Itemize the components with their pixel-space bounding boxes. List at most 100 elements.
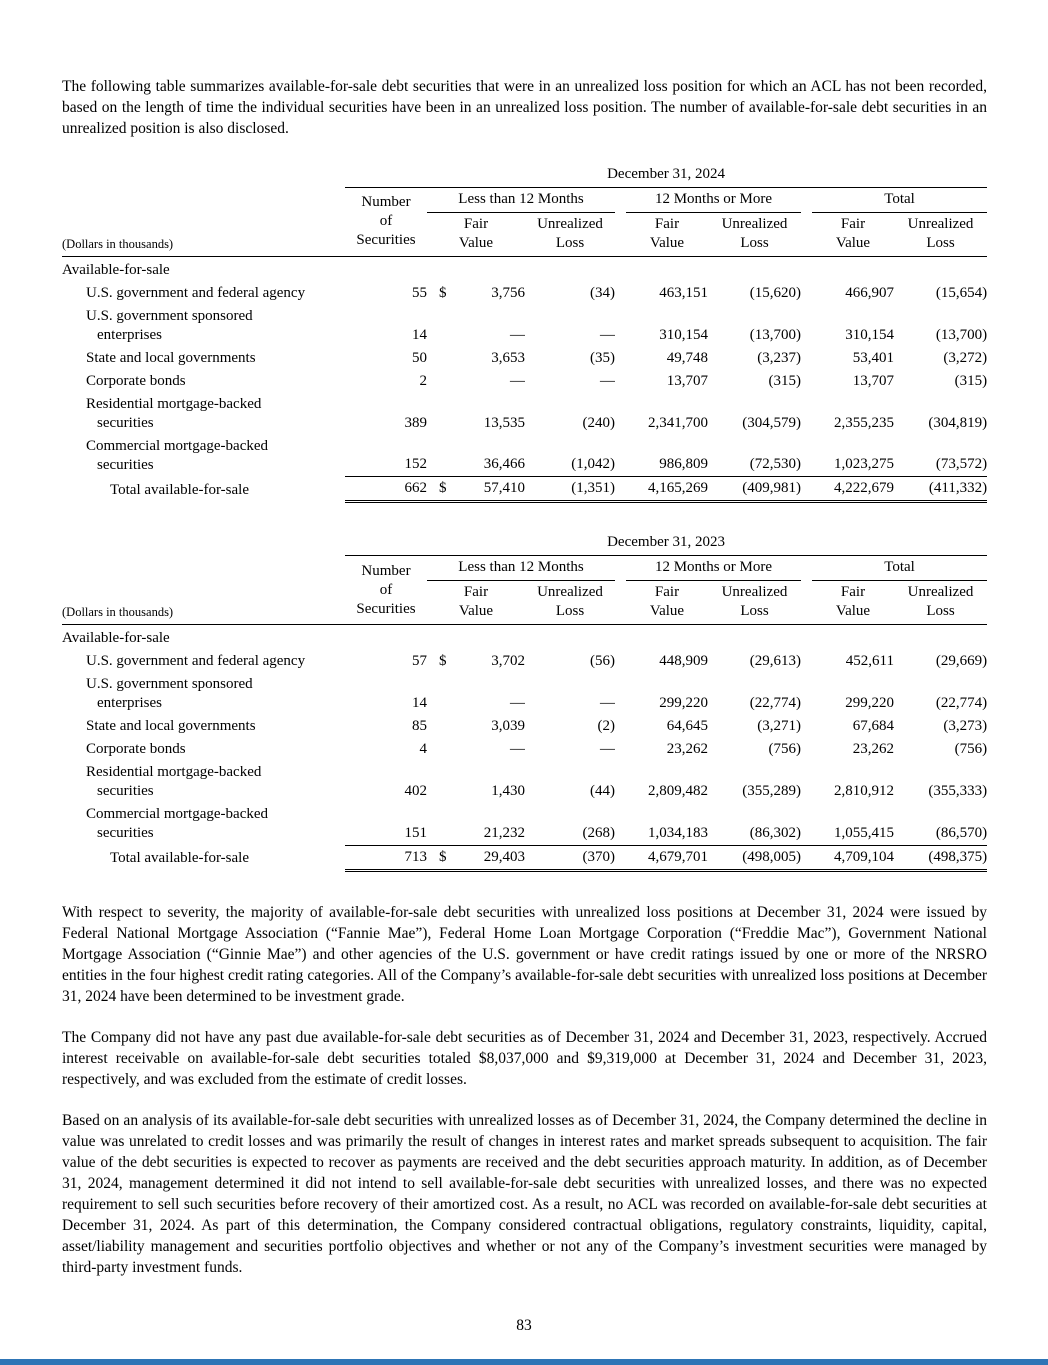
- row-us-government-federal-agency: U.S. government and federal agency 57 $ …: [62, 650, 987, 673]
- cell-unrealized-loss-less: (370): [525, 845, 615, 872]
- total-row: Total available-for-sale 662 $ 57,410 (1…: [62, 476, 988, 503]
- total-row-label: Total available-for-sale: [110, 481, 249, 498]
- column-gap: [801, 580, 812, 625]
- column-gap: [801, 738, 812, 761]
- less-than-12-months-header: Less than 12 Months: [427, 187, 615, 213]
- page-number: 83: [516, 1317, 532, 1334]
- column-gap: [615, 282, 626, 305]
- cell-unrealized-loss-more: (86,302): [708, 803, 801, 846]
- cell-fair-value-more: 463,151: [659, 284, 708, 301]
- cell-unrealized-loss-total: (29,669): [935, 653, 988, 669]
- cell-dollar-sign: $: [427, 476, 453, 503]
- date-header: December 31, 2024: [345, 164, 988, 188]
- cell-fair-value-more: 2,341,700: [648, 414, 708, 431]
- cell-fair-value-less: 3,756: [491, 284, 525, 301]
- group-header-row: Number of Securities Less than 12 Months…: [62, 555, 988, 625]
- twelve-months-or-more-header: 12 Months or More: [626, 555, 801, 581]
- cell-fair-value-less: 21,232: [453, 803, 525, 846]
- cell-fair-value-less: 1,430: [491, 783, 525, 799]
- cell-unrealized-loss-total: (22,774): [935, 695, 988, 711]
- row-label: U.S. government sponsored enterprises: [86, 676, 253, 711]
- cell-fair-value-more: 310,154: [659, 326, 708, 343]
- cell-fair-value-total: 13,707: [852, 372, 894, 389]
- cell-unrealized-loss-more: (498,005): [708, 845, 801, 872]
- section-label: Available-for-sale: [62, 261, 170, 278]
- column-gap: [801, 187, 812, 212]
- cell-count: 55: [412, 284, 427, 301]
- column-gap: [615, 305, 626, 347]
- column-gap: [801, 803, 812, 846]
- cell-count: 50: [412, 349, 427, 366]
- cell-fair-value-less: 13,535: [483, 414, 525, 431]
- cell-unrealized-loss-less: (268): [525, 803, 615, 846]
- cell-fair-value-less: 36,466: [453, 434, 525, 477]
- cell-count: 14: [412, 695, 427, 711]
- cell-unrealized-loss-less: (240): [582, 414, 616, 431]
- row-us-government-federal-agency: U.S. government and federal agency 55 $ …: [62, 282, 987, 305]
- fair-value-header: Fair Value: [626, 580, 708, 625]
- column-gap: [801, 347, 812, 370]
- cell-fair-value-total: 452,611: [845, 653, 894, 669]
- cell-fair-value-more: 986,809: [626, 434, 708, 477]
- row-label: Corporate bonds: [86, 372, 186, 389]
- column-gap: [801, 212, 812, 257]
- column-gap: [615, 393, 626, 435]
- column-gap: [801, 845, 812, 872]
- cell-unrealized-loss-less: (44): [590, 783, 615, 799]
- cell-unrealized-loss-more: (29,613): [749, 653, 801, 669]
- row-label: U.S. government and federal agency: [86, 284, 306, 301]
- group-header-row: Number of Securities Less than 12 Months…: [62, 187, 988, 257]
- column-gap: [801, 476, 812, 503]
- row-label: U.S. government sponsored enterprises: [86, 307, 253, 343]
- cell-dollar-sign: $: [439, 653, 447, 669]
- body-paragraph-analysis: Based on an analysis of its available-fo…: [62, 1111, 987, 1276]
- fair-value-header: Fair Value: [427, 212, 525, 257]
- section-row: Available-for-sale: [62, 256, 987, 282]
- cell-dollar-sign: [427, 370, 453, 393]
- section-row: Available-for-sale: [62, 625, 987, 651]
- column-gap: [801, 393, 812, 435]
- row-commercial-mbs: Commercial mortgage-backed securities 15…: [62, 803, 988, 846]
- cell-fair-value-total: 2,355,235: [834, 414, 894, 431]
- column-gap: [615, 738, 626, 761]
- fair-value-header: Fair Value: [812, 580, 894, 625]
- unrealized-loss-header: Unrealized Loss: [525, 580, 615, 625]
- row-state-local-governments: State and local governments 85 3,039 (2)…: [62, 715, 987, 738]
- cell-dollar-sign: [427, 347, 453, 370]
- fair-value-header: Fair Value: [626, 212, 708, 257]
- cell-unrealized-loss-more: (355,289): [742, 783, 801, 799]
- cell-fair-value-less: —: [510, 695, 525, 711]
- fair-value-header: Fair Value: [812, 212, 894, 257]
- cell-unrealized-loss-total: (498,375): [894, 845, 988, 872]
- spacer-cell: [62, 187, 345, 212]
- column-gap: [615, 715, 626, 738]
- cell-fair-value-less: —: [510, 741, 525, 757]
- cell-fair-value-total: 4,709,104: [812, 845, 894, 872]
- row-corporate-bonds: Corporate bonds 4 — — 23,262 (756) 23,26…: [62, 738, 987, 761]
- unrealized-loss-header: Unrealized Loss: [894, 580, 988, 625]
- section-label: Available-for-sale: [62, 630, 170, 646]
- cell-count: 151: [345, 803, 427, 846]
- twelve-months-or-more-header: 12 Months or More: [626, 187, 801, 213]
- column-gap: [615, 212, 626, 257]
- total-row: Total available-for-sale 713 $ 29,403 (3…: [62, 845, 988, 872]
- date-header-row: December 31, 2024: [62, 164, 988, 188]
- column-gap: [801, 282, 812, 305]
- column-gap: [801, 761, 812, 803]
- cell-fair-value-more: 4,165,269: [626, 476, 708, 503]
- cell-unrealized-loss-more: (13,700): [749, 326, 801, 343]
- row-us-government-sponsored-enterprises: U.S. government sponsored enterprises 14…: [62, 673, 987, 715]
- column-gap: [615, 347, 626, 370]
- cell-fair-value-more: 299,220: [659, 695, 708, 711]
- column-gap: [801, 370, 812, 393]
- cell-fair-value-more: 2,809,482: [648, 783, 708, 799]
- cell-fair-value-more: 13,707: [666, 372, 708, 389]
- cell-unrealized-loss-less: (2): [597, 718, 616, 734]
- dollars-in-thousands-note: (Dollars in thousands): [62, 212, 345, 257]
- cell-dollar-sign: [427, 673, 453, 715]
- date-header: December 31, 2023: [345, 533, 988, 556]
- cell-dollar-sign: $: [427, 845, 453, 872]
- row-label: Commercial mortgage-backed securities: [86, 806, 269, 841]
- row-label: Residential mortgage-backed securities: [86, 395, 262, 431]
- cell-dollar-sign: [427, 738, 453, 761]
